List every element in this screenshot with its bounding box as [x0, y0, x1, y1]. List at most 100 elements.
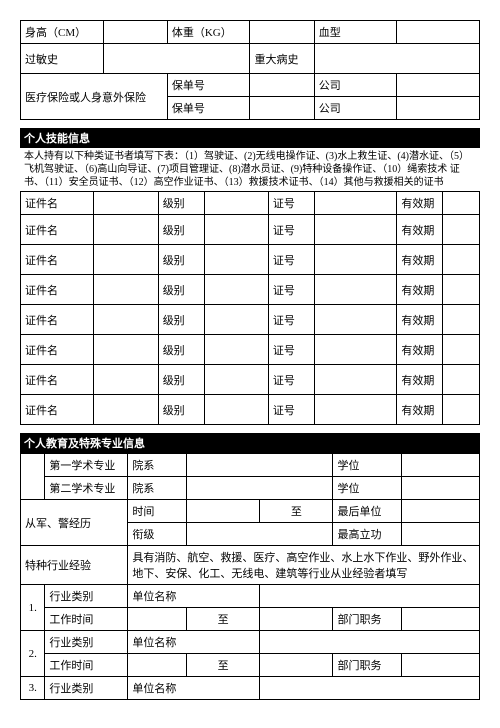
validity-label: 有效期	[397, 335, 443, 365]
level-value[interactable]	[204, 365, 268, 395]
blood-label: 血型	[314, 21, 397, 44]
certno-value[interactable]	[314, 215, 397, 245]
unit2-label: 单位名称	[128, 631, 260, 654]
level-value[interactable]	[204, 305, 268, 335]
worktime2-from[interactable]	[128, 654, 187, 677]
validity-label: 有效期	[397, 275, 443, 305]
level-value[interactable]	[204, 395, 268, 425]
level-value[interactable]	[204, 245, 268, 275]
level-value[interactable]	[204, 275, 268, 305]
degree2-value[interactable]	[401, 477, 479, 500]
to-label-2: 至	[186, 608, 259, 631]
basic-info-table: 身高（CM） 体重（KG） 血型 过敏史 重大病史 医疗保险或人身意外保险 保单…	[20, 20, 480, 120]
edu-table: 第一学术专业 院系 学位 第二学术专业 院系 学位 从军、警经历 时间 至 最后…	[20, 453, 480, 700]
insurance-label: 医疗保险或人身意外保险	[21, 74, 168, 120]
weight-value[interactable]	[250, 21, 314, 44]
cert-name-value[interactable]	[94, 365, 158, 395]
last-unit-label: 最后单位	[333, 500, 401, 523]
rank-value[interactable]	[186, 523, 332, 546]
level-header: 级别	[158, 192, 204, 215]
edu-blank	[21, 454, 45, 500]
certno-hval[interactable]	[314, 192, 397, 215]
cert-name-value[interactable]	[94, 215, 158, 245]
level-hval[interactable]	[204, 192, 268, 215]
major2-label: 第二学术专业	[45, 477, 128, 500]
deptjob2-label: 部门职务	[333, 654, 401, 677]
policy2-value[interactable]	[250, 97, 314, 120]
special-exp-label: 特种行业经验	[21, 546, 128, 585]
certno-header: 证号	[268, 192, 314, 215]
certno-label: 证号	[268, 215, 314, 245]
level-label: 级别	[158, 335, 204, 365]
worktime2-to[interactable]	[260, 654, 333, 677]
worktime1-from[interactable]	[128, 608, 187, 631]
deptjob1-value[interactable]	[401, 608, 479, 631]
validity-label: 有效期	[397, 245, 443, 275]
certno-value[interactable]	[314, 275, 397, 305]
height-value[interactable]	[103, 21, 167, 44]
merit-value[interactable]	[401, 523, 479, 546]
dept2-value[interactable]	[186, 477, 332, 500]
deptjob2-value[interactable]	[401, 654, 479, 677]
military-label: 从军、警经历	[21, 500, 128, 546]
degree1-value[interactable]	[401, 454, 479, 477]
certno-label: 证号	[268, 275, 314, 305]
validity-value[interactable]	[443, 335, 480, 365]
certno-value[interactable]	[314, 305, 397, 335]
certno-label: 证号	[268, 305, 314, 335]
validity-value[interactable]	[443, 245, 480, 275]
cert-name-value[interactable]	[94, 395, 158, 425]
level-value[interactable]	[204, 335, 268, 365]
cert-name-value[interactable]	[94, 245, 158, 275]
industry2-label: 行业类别	[45, 631, 128, 654]
cert-name-label: 证件名	[21, 245, 94, 275]
certno-value[interactable]	[314, 245, 397, 275]
skills-section-header: 个人技能信息	[20, 128, 480, 148]
cert-name-value[interactable]	[94, 335, 158, 365]
certno-label: 证号	[268, 245, 314, 275]
certno-label: 证号	[268, 335, 314, 365]
cert-name-label: 证件名	[21, 275, 94, 305]
validity-label: 有效期	[397, 305, 443, 335]
certno-label: 证号	[268, 365, 314, 395]
worktime2-label: 工作时间	[45, 654, 128, 677]
illness-label: 重大病史	[250, 44, 314, 74]
validity-value[interactable]	[443, 395, 480, 425]
dept1-value[interactable]	[186, 454, 332, 477]
level-label: 级别	[158, 365, 204, 395]
level-label: 级别	[158, 395, 204, 425]
industry1-label: 行业类别	[45, 585, 128, 608]
validity-value[interactable]	[443, 305, 480, 335]
weight-label: 体重（KG）	[167, 21, 250, 44]
cert-name-hval[interactable]	[94, 192, 158, 215]
validity-value[interactable]	[443, 215, 480, 245]
company1-value[interactable]	[397, 74, 480, 97]
unit2-value[interactable]	[260, 631, 480, 654]
worktime1-to[interactable]	[260, 608, 333, 631]
allergy-value[interactable]	[103, 44, 250, 74]
illness-value[interactable]	[314, 44, 479, 74]
cert-name-value[interactable]	[94, 305, 158, 335]
degree2-label: 学位	[333, 477, 401, 500]
level-value[interactable]	[204, 215, 268, 245]
blood-value[interactable]	[397, 21, 480, 44]
mil-time1[interactable]	[186, 500, 259, 523]
validity-hval[interactable]	[443, 192, 480, 215]
certno-value[interactable]	[314, 395, 397, 425]
mil-time-label: 时间	[128, 500, 187, 523]
policy1-value[interactable]	[250, 74, 314, 97]
certno-value[interactable]	[314, 335, 397, 365]
major1-label: 第一学术专业	[45, 454, 128, 477]
validity-value[interactable]	[443, 275, 480, 305]
validity-value[interactable]	[443, 365, 480, 395]
cert-name-label: 证件名	[21, 395, 94, 425]
skills-table: 证件名级别证号有效期证件名级别证号有效期证件名级别证号有效期证件名级别证号有效期…	[20, 191, 480, 425]
validity-label: 有效期	[397, 395, 443, 425]
last-unit-value[interactable]	[401, 500, 479, 523]
certno-value[interactable]	[314, 365, 397, 395]
deptjob1-label: 部门职务	[333, 608, 401, 631]
cert-name-value[interactable]	[94, 275, 158, 305]
company2-value[interactable]	[397, 97, 480, 120]
unit1-value[interactable]	[260, 585, 480, 608]
level-label: 级别	[158, 215, 204, 245]
